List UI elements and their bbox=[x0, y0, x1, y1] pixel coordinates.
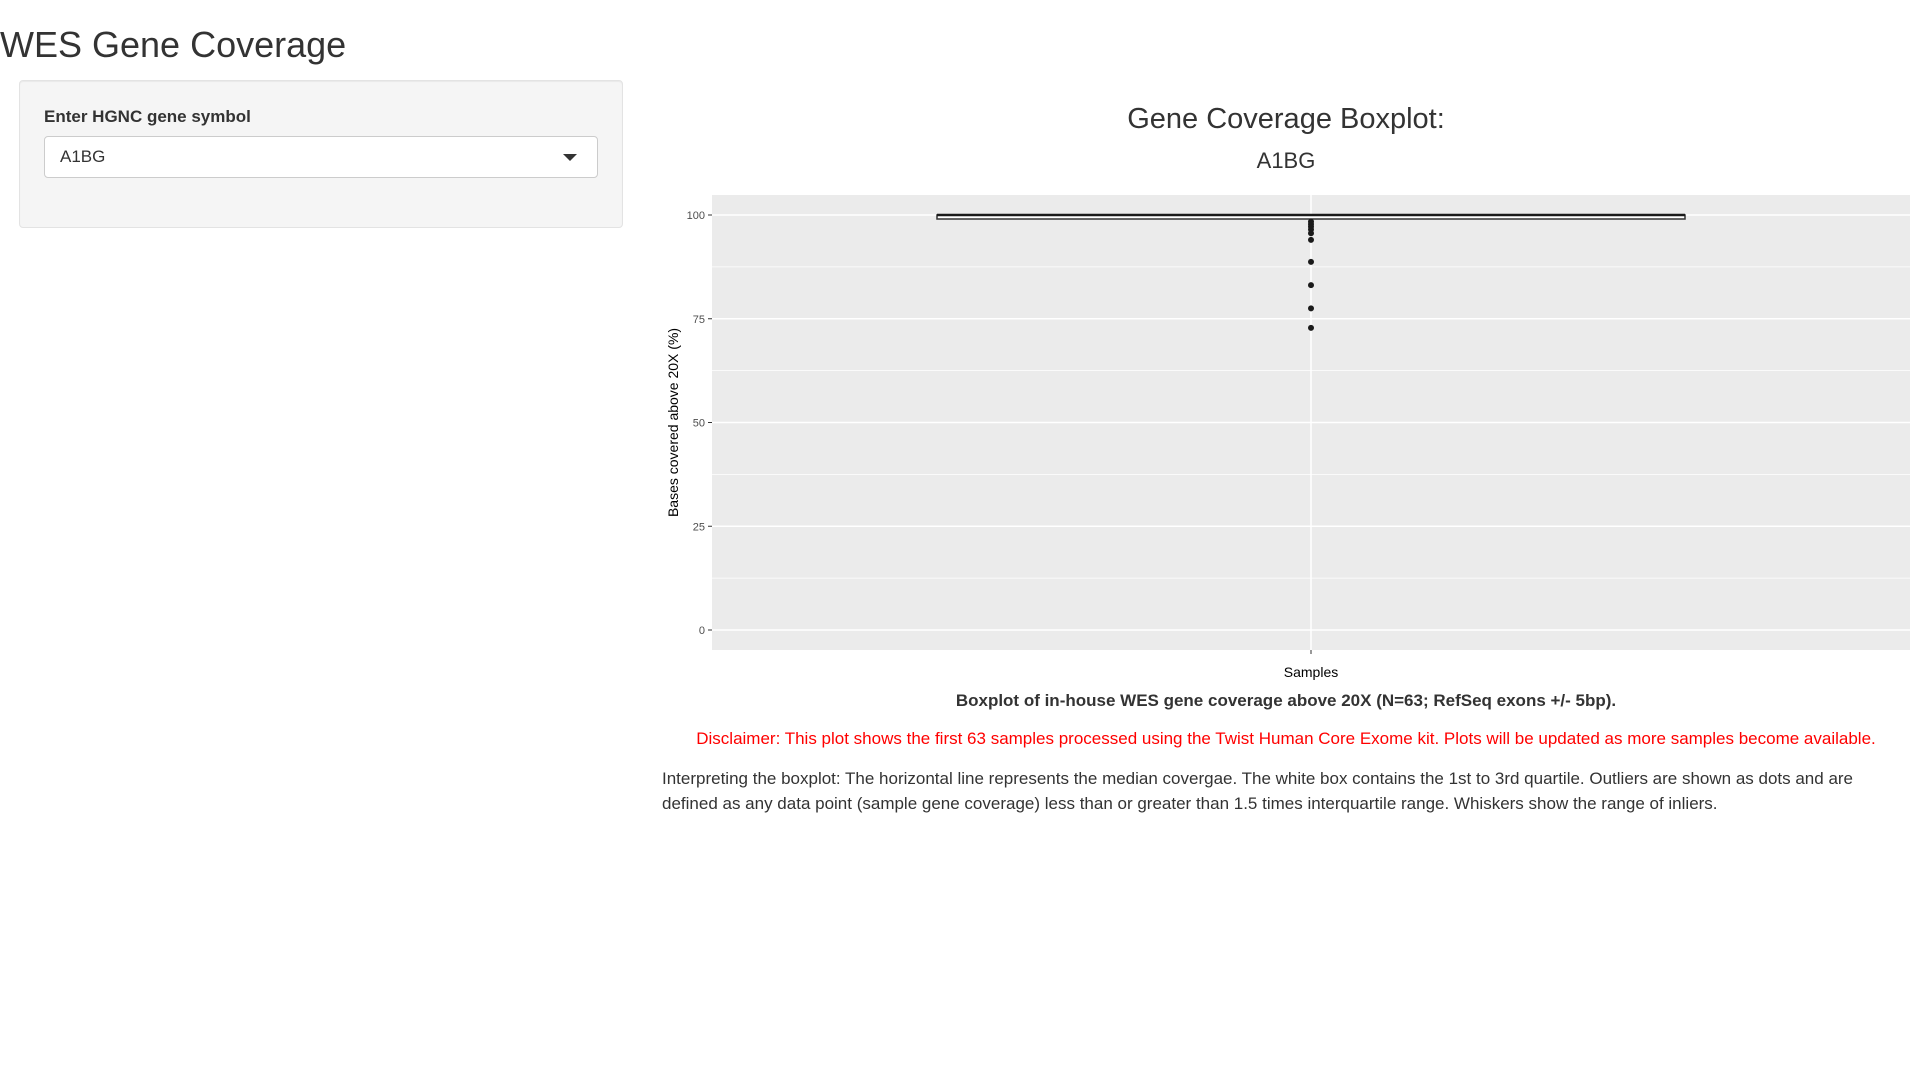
gene-select-dropdown[interactable]: A1BG bbox=[44, 136, 598, 178]
outlier-point bbox=[1308, 236, 1314, 243]
gene-select-value: A1BG bbox=[60, 147, 106, 166]
x-axis-label: Samples bbox=[1284, 664, 1338, 680]
plot-caption: Boxplot of in-house WES gene coverage ab… bbox=[955, 691, 1617, 710]
outlier-point bbox=[1308, 324, 1314, 331]
y-tick-label: 50 bbox=[693, 418, 705, 430]
gene-input-label: Enter HGNC gene symbol bbox=[44, 107, 251, 126]
outlier-point bbox=[1308, 282, 1314, 289]
outlier-point bbox=[1308, 230, 1314, 237]
sidebar-panel: Enter HGNC gene symbol A1BG bbox=[19, 80, 623, 228]
page-title: WES Gene Coverage bbox=[0, 24, 347, 65]
y-tick-label: 0 bbox=[699, 625, 705, 637]
y-tick-label: 75 bbox=[693, 314, 705, 326]
outlier-point bbox=[1308, 258, 1314, 265]
outlier-point bbox=[1308, 305, 1314, 312]
plot-title: Gene Coverage Boxplot: bbox=[1127, 103, 1445, 135]
y-axis-label: Bases covered above 20X (%) bbox=[665, 328, 681, 517]
caret-down-icon[interactable] bbox=[563, 154, 577, 161]
coverage-boxplot: 0 25 50 75 100 Samples Bases covered above 20X… bbox=[665, 195, 1910, 680]
plot-subtitle: A1BG bbox=[1256, 148, 1316, 173]
plot-interpretation: Interpreting the boxplot: The horizontal… bbox=[662, 769, 1854, 813]
plot-disclaimer: Disclaimer: This plot shows the first 63… bbox=[696, 729, 1876, 748]
y-tick-label: 25 bbox=[693, 521, 705, 533]
y-tick-label: 100 bbox=[687, 210, 705, 222]
